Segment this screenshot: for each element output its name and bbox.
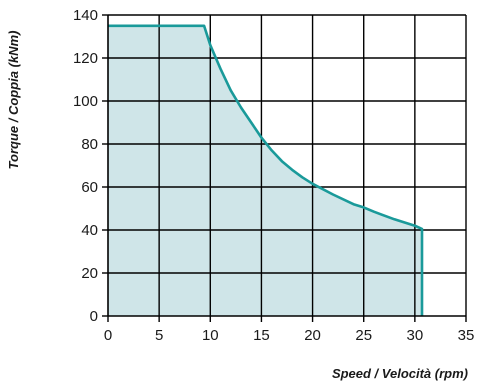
x-axis-title: Speed / Velocità (rpm) (332, 366, 468, 381)
y-tick-label: 140 (73, 7, 98, 24)
y-tick-label: 100 (73, 93, 98, 110)
x-tick-label: 10 (202, 327, 219, 344)
x-tick-label: 35 (458, 327, 475, 344)
x-tick-label: 0 (104, 327, 112, 344)
x-tick-label: 5 (155, 327, 163, 344)
y-axis-title: Torque / Coppia (kNm) (6, 31, 21, 170)
y-tick-label: 80 (81, 136, 98, 153)
x-tick-label: 25 (355, 327, 372, 344)
y-tick-label: 40 (81, 222, 98, 239)
x-tick-label: 15 (253, 327, 270, 344)
y-tick-label: 120 (73, 50, 98, 67)
x-tick-label: 20 (304, 327, 321, 344)
y-tick-label: 0 (90, 308, 98, 325)
torque-line (108, 24, 424, 316)
area-fill (108, 25, 422, 317)
y-tick-label: 20 (81, 265, 98, 282)
y-tick-label: 60 (81, 179, 98, 196)
x-tick-label: 30 (407, 327, 424, 344)
